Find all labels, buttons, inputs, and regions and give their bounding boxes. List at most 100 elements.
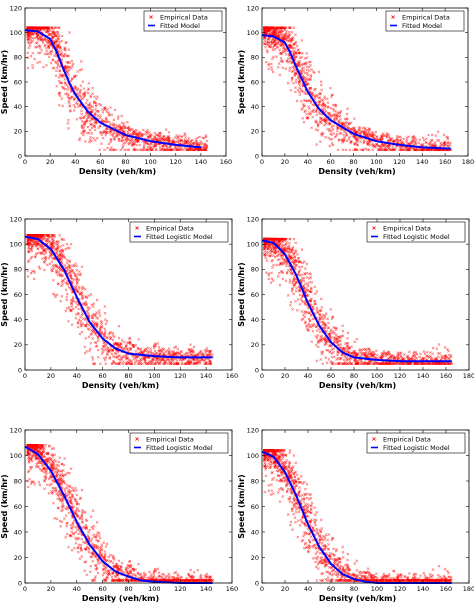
data-point [295, 44, 299, 48]
data-point [342, 133, 345, 137]
data-point [118, 127, 121, 131]
data-point [126, 130, 130, 134]
data-point [294, 86, 297, 89]
data-point [194, 140, 198, 143]
data-point [211, 353, 214, 356]
data-point [158, 136, 161, 140]
data-point [77, 318, 81, 322]
data-point [364, 147, 368, 150]
data-point [64, 247, 68, 251]
data-point [70, 323, 74, 327]
data-point [324, 136, 327, 139]
data-point [95, 97, 98, 101]
data-point [53, 26, 57, 30]
x-tick-label: 160 [226, 372, 238, 380]
data-point [66, 88, 70, 91]
data-point [292, 82, 295, 85]
data-point [63, 277, 67, 281]
data-point [195, 140, 199, 143]
data-point [38, 46, 42, 50]
data-point [74, 262, 77, 266]
data-point [270, 277, 274, 281]
data-point [178, 134, 181, 138]
x-tick-label: 100 [148, 372, 160, 380]
data-point [52, 267, 56, 270]
data-point [58, 94, 62, 98]
data-point [396, 351, 400, 355]
data-point [100, 320, 104, 324]
legend-label-empirical: Empirical Data [146, 224, 194, 232]
fitted-model-line [24, 29, 202, 149]
data-point [60, 39, 64, 43]
data-point [60, 97, 64, 100]
data-point [90, 303, 94, 307]
data-point [172, 148, 176, 152]
data-point [57, 270, 61, 274]
data-point [318, 140, 322, 143]
data-point [122, 135, 125, 138]
data-point [96, 339, 100, 343]
y-tick-label: 20 [251, 128, 259, 136]
data-point [193, 142, 197, 146]
data-point [199, 140, 203, 143]
data-point [266, 50, 269, 54]
x-tick-label: 120 [170, 158, 182, 166]
data-point [271, 57, 274, 61]
y-tick-label: 80 [14, 54, 22, 62]
data-point [67, 306, 71, 309]
data-point [264, 45, 267, 49]
data-point [114, 352, 118, 356]
data-point [305, 112, 308, 116]
data-point [399, 135, 402, 139]
data-point [97, 311, 101, 315]
data-point [33, 36, 36, 40]
data-point [91, 337, 95, 340]
data-point [316, 128, 320, 132]
data-point [95, 311, 98, 314]
data-point [73, 75, 76, 79]
data-point [158, 134, 162, 138]
data-point [33, 57, 36, 61]
data-point [41, 41, 45, 44]
data-point [142, 148, 145, 152]
data-point [121, 362, 125, 366]
data-point [330, 133, 333, 136]
data-point [79, 316, 82, 319]
data-point [294, 90, 297, 94]
x-axis-label: Density (veh/km) [79, 167, 156, 176]
data-point [78, 287, 81, 291]
data-point [45, 49, 48, 53]
data-point [98, 124, 102, 128]
data-point [65, 40, 68, 44]
x-tick-label: 0 [23, 158, 27, 166]
data-point [288, 278, 292, 282]
data-point [164, 128, 168, 131]
data-point [162, 136, 165, 139]
data-point [50, 33, 54, 37]
data-point [58, 81, 62, 85]
data-point [31, 63, 34, 67]
data-point [90, 126, 94, 130]
data-point [106, 146, 109, 150]
data-point [87, 328, 91, 331]
x-tick-label: 60 [327, 158, 335, 166]
data-point [63, 82, 67, 85]
data-point [67, 319, 70, 323]
x-tick-label: 160 [220, 158, 232, 166]
legend-label-fitted: Fitted Logistic Model [146, 233, 213, 241]
data-point [50, 253, 54, 257]
data-point [300, 265, 304, 269]
data-point [286, 81, 290, 85]
data-point [293, 68, 297, 72]
data-point [126, 348, 130, 351]
data-point [77, 307, 80, 311]
data-point [57, 103, 61, 107]
data-point [321, 99, 325, 103]
data-point [270, 68, 274, 72]
data-point [106, 346, 110, 350]
data-point [331, 103, 335, 107]
data-point [75, 264, 78, 268]
data-point [317, 70, 321, 74]
data-point [326, 101, 330, 104]
data-point [45, 52, 49, 56]
